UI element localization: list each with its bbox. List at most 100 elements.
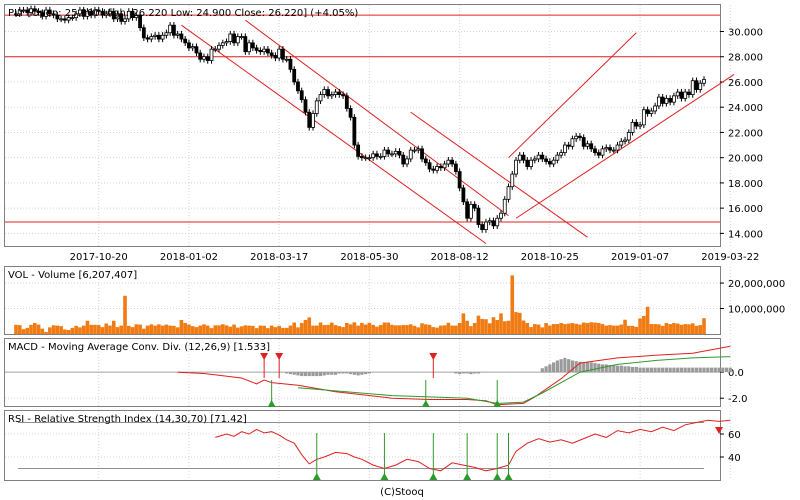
candle-body: [664, 97, 669, 104]
macd-histogram-bar: [458, 372, 462, 375]
macd-histogram-bar: [679, 367, 684, 373]
sell-signal-marker: [275, 353, 284, 360]
volume-bar: [14, 324, 18, 334]
volume-bar: [559, 323, 563, 334]
candle-body: [322, 89, 327, 95]
macd-histogram-bar: [367, 372, 371, 374]
volume-bar: [134, 324, 139, 334]
volume-bar: [566, 323, 571, 334]
volume-bar: [160, 325, 165, 334]
candle-body: [32, 8, 37, 12]
volume-bar: [51, 325, 56, 334]
volume-bar: [487, 323, 492, 334]
candle-body: [179, 33, 184, 40]
macd-histogram-bar: [706, 367, 710, 373]
candle-body: [382, 149, 387, 157]
macd-histogram-bar: [721, 367, 725, 373]
rsi-signals: [312, 427, 724, 480]
buy-signal-marker: [504, 473, 513, 480]
volume-bar: [454, 325, 458, 334]
volume-bar: [540, 327, 545, 334]
candle-body: [104, 13, 109, 16]
volume-bar: [649, 324, 654, 334]
price-tick-label: 18.000: [728, 179, 763, 190]
candle-body: [562, 144, 567, 154]
volume-bar: [44, 331, 48, 334]
volume-bar: [277, 325, 281, 334]
candle-body: [36, 10, 41, 13]
volume-bar: [157, 324, 161, 334]
candle-body: [51, 13, 56, 16]
candle-body: [134, 14, 139, 19]
candle-body: [690, 80, 695, 95]
volume-bar: [611, 325, 616, 334]
candle-body: [638, 124, 642, 127]
candle-body: [585, 143, 590, 147]
candle-body: [138, 14, 142, 29]
candle-body: [100, 10, 105, 16]
candle-body: [21, 9, 26, 12]
date-tick-label: 2018-10-25: [521, 252, 579, 263]
volume-bar: [702, 318, 706, 334]
volume-bar: [657, 324, 661, 334]
candle-body: [194, 46, 199, 54]
date-tick-label: 2018-05-30: [340, 252, 398, 263]
date-axis: 2017-10-20 2018-01-02 2018-03-17 2018-05-30…: [70, 252, 760, 263]
volume-bar: [168, 325, 172, 334]
volume-bar: [284, 327, 289, 334]
volume-bar: [17, 325, 22, 334]
candle-body: [25, 9, 30, 13]
macd-axis: 0.0 -2.0: [720, 368, 748, 405]
macd-histogram: [285, 357, 732, 377]
macd-histogram-bar: [664, 367, 669, 373]
candlesticks: [14, 5, 706, 233]
candle-body: [14, 13, 18, 16]
volume-bar: [589, 322, 594, 334]
volume-bar: [164, 324, 169, 334]
volume-bar: [273, 327, 278, 334]
volume-bar: [74, 325, 78, 334]
candle-body: [190, 46, 195, 49]
candle-body: [254, 47, 259, 51]
macd-histogram-bar: [582, 362, 586, 373]
candle-body: [517, 154, 522, 161]
volume-bar: [634, 326, 639, 334]
candle-body: [420, 148, 424, 160]
macd-histogram-bar: [724, 367, 729, 373]
volume-bar: [243, 325, 248, 334]
volume-bar: [153, 325, 157, 334]
candle-body: [668, 97, 673, 103]
volume-bar: [690, 323, 695, 334]
candle-body: [401, 154, 406, 165]
volume-bar: [672, 323, 676, 334]
volume-bar: [202, 324, 206, 334]
candle-body: [619, 140, 624, 146]
candle-body: [645, 109, 650, 114]
volume-bar: [687, 324, 691, 334]
volume-bar: [382, 322, 387, 334]
candle-body: [626, 132, 631, 141]
price-panel: 30.000 28.000 26.000 24.000 22.000 20.000 18.0…: [4, 4, 763, 263]
volume-bar: [29, 324, 33, 334]
volume-bar: [457, 323, 462, 334]
candle-body: [532, 158, 537, 161]
candle-body: [435, 166, 439, 171]
candle-body: [356, 144, 361, 157]
volume-bar: [491, 317, 496, 334]
macd-histogram-bar: [473, 372, 477, 374]
candle-body: [641, 109, 646, 126]
candle-body: [375, 153, 379, 157]
volume-bar: [100, 327, 105, 334]
candle-body: [371, 153, 376, 159]
macd-histogram-bar: [292, 372, 296, 375]
candle-body: [461, 187, 466, 203]
candle-body: [570, 138, 575, 147]
macd-histogram-bar: [330, 372, 334, 375]
candle-body: [453, 163, 458, 172]
candle-body: [108, 10, 112, 15]
date-tick-label: 2018-03-17: [250, 252, 308, 263]
volume-bar: [363, 324, 368, 334]
volume-bar: [341, 327, 345, 334]
volume-bar: [232, 324, 236, 334]
volume-bar: [371, 324, 375, 334]
